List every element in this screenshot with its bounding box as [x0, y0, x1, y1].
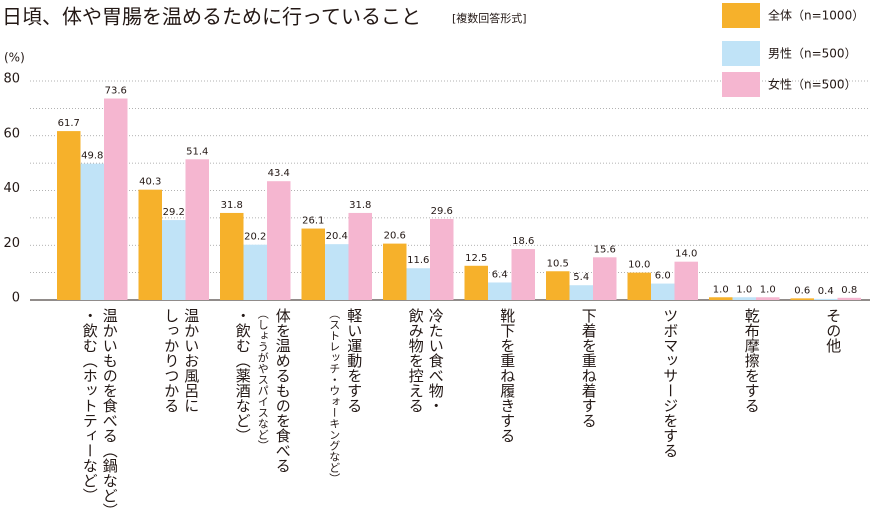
legend-label: 女性（n=500） [768, 77, 857, 92]
y-tick-label: 0 [12, 291, 20, 306]
bar [651, 283, 675, 300]
bar [593, 257, 617, 300]
x-tick-label: 乾布摩擦をする [743, 308, 761, 413]
value-label: 5.4 [573, 272, 589, 283]
x-tick-label: しっかりつかる [162, 308, 180, 413]
bar [57, 131, 81, 300]
bar [325, 244, 349, 300]
value-label: 15.6 [594, 244, 616, 255]
value-label: 1.0 [736, 284, 752, 295]
y-unit: (%) [4, 51, 25, 65]
chart-title: 日頃、体や胃腸を温めるために行っていること [2, 5, 421, 29]
x-tick-label: ・飲む（ホットティーなど） [81, 308, 99, 503]
bar [546, 271, 570, 300]
value-label: 31.8 [221, 200, 243, 211]
x-tick-label: 温かいお風呂に [182, 308, 200, 413]
value-label: 11.6 [407, 255, 429, 266]
value-label: 12.5 [465, 253, 487, 264]
bar [104, 98, 128, 301]
value-label: 51.4 [186, 146, 208, 157]
value-label: 14.0 [675, 249, 697, 260]
value-label: 43.4 [268, 168, 290, 179]
bar [243, 244, 267, 300]
value-label: 29.6 [431, 206, 453, 217]
value-label: 29.2 [163, 207, 185, 218]
value-label: 61.7 [58, 118, 80, 129]
x-tick-label: 冷たい食べ物・ [427, 308, 445, 413]
value-label: 0.6 [794, 285, 810, 296]
x-tick-label: 飲み物を控える [407, 308, 425, 413]
value-label: 73.6 [105, 86, 127, 97]
bar [301, 228, 325, 300]
bar [790, 298, 814, 300]
value-label: 26.1 [302, 216, 324, 227]
value-label: 20.6 [384, 231, 406, 242]
value-label: 0.4 [818, 286, 834, 297]
bar [709, 297, 733, 300]
value-label: 20.2 [244, 232, 266, 243]
bar [674, 261, 698, 300]
legend-swatch [722, 72, 760, 97]
bar [511, 249, 535, 300]
bar [80, 163, 104, 300]
x-tick-label: 靴下を重ね履きする [498, 308, 516, 443]
bar [488, 282, 512, 300]
value-label: 10.5 [547, 258, 569, 269]
bar [162, 220, 186, 300]
legend-label: 全体（n=1000） [768, 8, 864, 23]
value-label: 6.0 [655, 271, 671, 282]
value-label: 1.0 [760, 284, 776, 295]
value-label: 49.8 [81, 151, 103, 162]
value-label: 20.4 [326, 231, 348, 242]
legend-swatch [722, 41, 760, 66]
chart-subtitle: [複数回答形式] [452, 11, 527, 25]
value-label: 31.8 [349, 200, 371, 211]
x-tick-label: 温かいものを食べる（鍋など） [101, 308, 119, 508]
value-label: 0.8 [841, 285, 857, 296]
bar [569, 285, 593, 300]
y-tick-label: 80 [3, 72, 20, 87]
bar [383, 243, 407, 300]
x-tick-label: 体を温めるものを食べる [274, 308, 292, 473]
bar [348, 212, 372, 300]
value-label: 6.4 [492, 269, 508, 280]
bar [837, 297, 861, 300]
bar [430, 218, 454, 300]
bar [732, 297, 756, 300]
x-tick-label: ・飲む（薬酒など） [234, 308, 252, 443]
value-label: 18.6 [512, 236, 534, 247]
bar [627, 272, 651, 300]
y-tick-label: 20 [3, 236, 20, 251]
value-label: 1.0 [713, 284, 729, 295]
bar [814, 298, 838, 300]
bar [464, 265, 488, 300]
bar [185, 159, 209, 300]
x-tick-label: （しょうがやスパイスなど） [256, 308, 269, 451]
bar [267, 181, 291, 300]
y-tick-label: 60 [3, 126, 20, 141]
bar [220, 212, 244, 300]
y-tick-label: 40 [3, 181, 20, 196]
legend-swatch [722, 3, 760, 28]
bar [406, 268, 430, 300]
x-tick-label: その他 [824, 308, 842, 354]
x-tick-label: 軽い運動をする [345, 308, 363, 413]
x-tick-label: ツボマッサージをする [661, 308, 679, 458]
bar [138, 189, 162, 300]
x-tick-label: 下着を重ね着する [580, 308, 598, 428]
bar [756, 297, 780, 300]
value-label: 10.0 [628, 260, 650, 271]
legend-label: 男性（n=500） [768, 47, 857, 61]
x-tick-label: （ストレッチ・ウォーキングなど） [328, 308, 341, 484]
value-label: 40.3 [139, 177, 161, 188]
